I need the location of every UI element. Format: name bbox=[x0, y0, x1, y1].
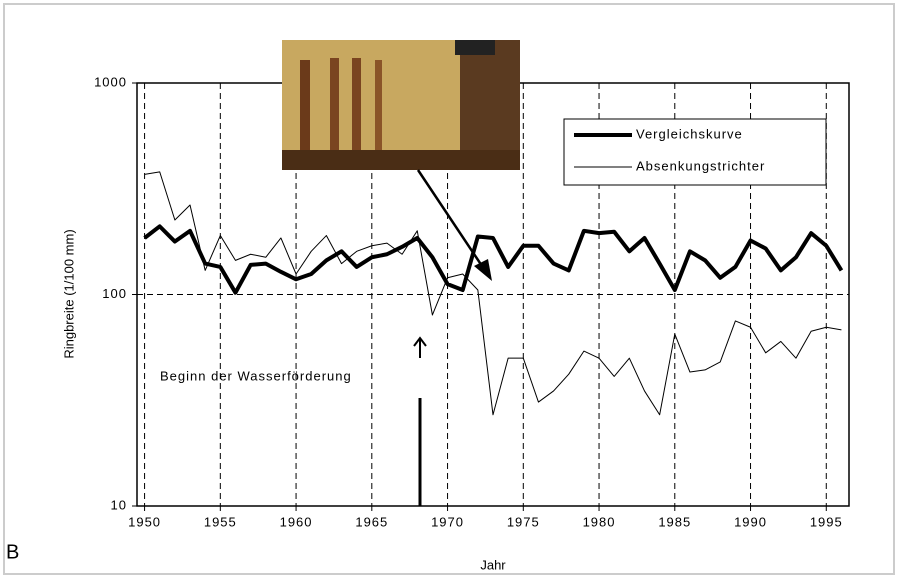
x-tick-label: 1960 bbox=[280, 514, 313, 529]
x-tick-label: 1980 bbox=[583, 514, 616, 529]
y-tick-label: 1000 bbox=[94, 74, 127, 89]
y-tick-label: 10 bbox=[111, 497, 127, 512]
x-axis-label: Jahr bbox=[480, 557, 506, 572]
x-tick-label: 1955 bbox=[204, 514, 237, 529]
x-tick-label: 1985 bbox=[658, 514, 691, 529]
x-tick-label: 1970 bbox=[431, 514, 464, 529]
arrow-head bbox=[474, 259, 492, 281]
panel-label: B bbox=[6, 541, 19, 563]
y-axis-label: Ringbreite (1/100 mm) bbox=[61, 229, 76, 358]
x-tick-label: 1975 bbox=[507, 514, 540, 529]
legend-label: Vergleichskurve bbox=[636, 126, 743, 141]
x-tick-label: 1965 bbox=[355, 514, 388, 529]
legend-label: Absenkungstrichter bbox=[636, 158, 765, 173]
chart: B Jahr Ringbreite (1/100 mm) Beginn der … bbox=[0, 0, 899, 578]
line-series bbox=[145, 226, 842, 292]
x-tick-label: 1950 bbox=[128, 514, 161, 529]
annotation: Beginn der Wasserförderung bbox=[160, 368, 352, 383]
x-tick-label: 1995 bbox=[810, 514, 843, 529]
y-tick-label: 100 bbox=[102, 286, 127, 301]
pointer-arrow bbox=[418, 170, 486, 272]
photo bbox=[282, 40, 520, 170]
x-tick-label: 1990 bbox=[734, 514, 767, 529]
